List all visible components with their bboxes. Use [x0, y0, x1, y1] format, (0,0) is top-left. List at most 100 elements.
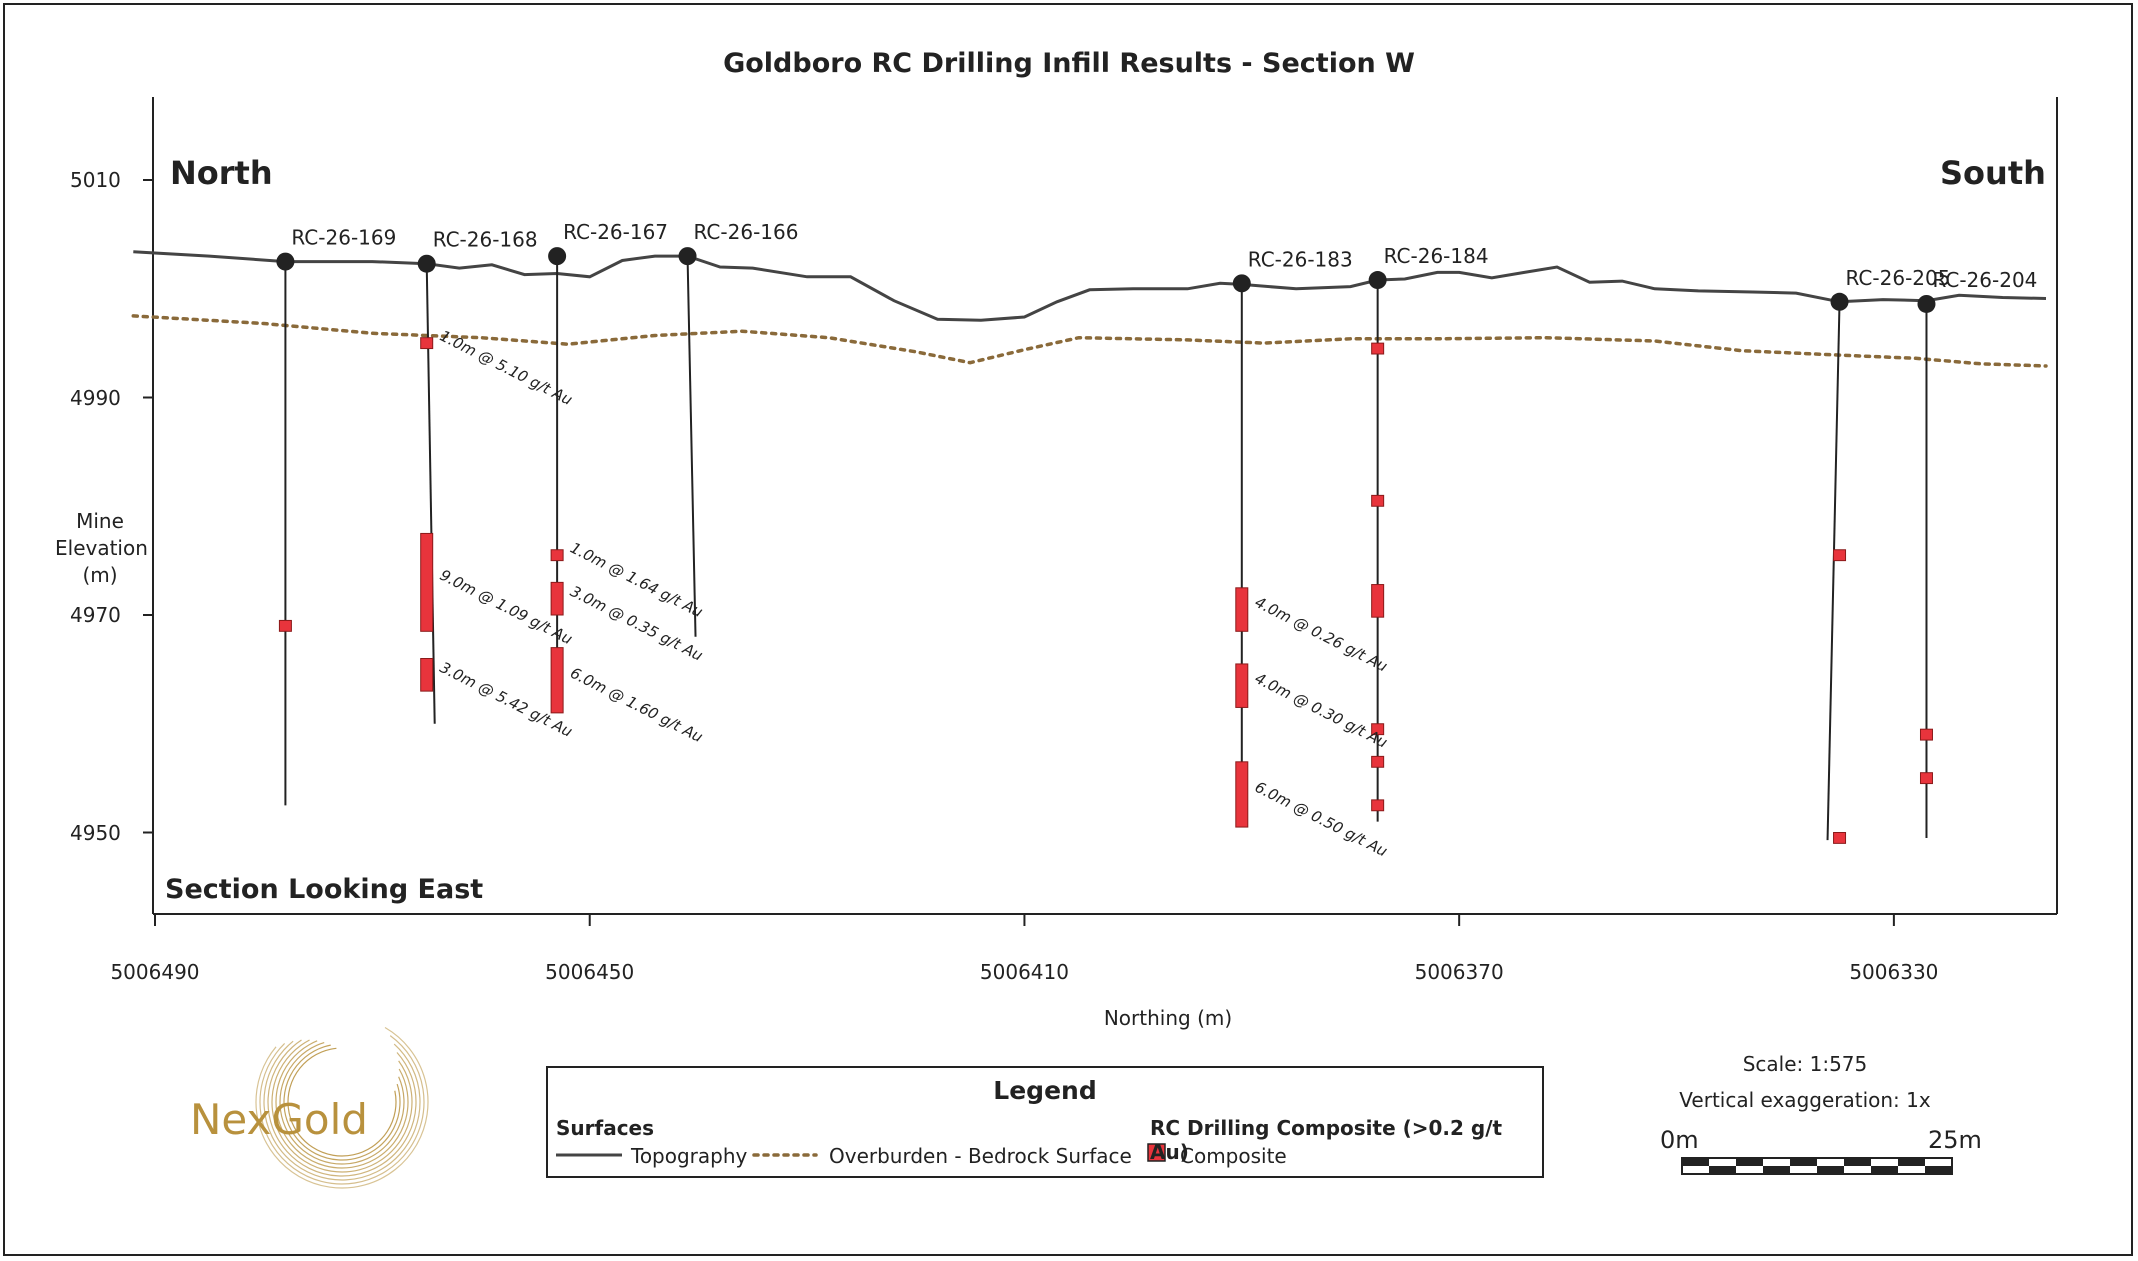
drill-hole-label: RC-26-167 [563, 220, 668, 244]
vertical-exaggeration: Vertical exaggeration: 1x [1679, 1088, 1931, 1112]
drill-hole-label: RC-26-169 [291, 226, 396, 250]
y-tick-label: 4950 [70, 820, 121, 845]
scale-bar-segment [1709, 1166, 1736, 1174]
drill-hole-trace [425, 263, 436, 724]
composite-interval [550, 581, 564, 616]
x-tick-label: 5006450 [545, 960, 635, 984]
composite-interval [1371, 723, 1385, 736]
legend-composite-symbol [1147, 1143, 1166, 1162]
composite-interval [1371, 494, 1385, 507]
composite-label: 6.0m @ 0.50 g/t Au [1252, 778, 1390, 860]
plot-axes [143, 97, 2058, 926]
scale-bar-segment [1898, 1158, 1925, 1166]
scale-bar-segment [1817, 1166, 1844, 1174]
logo-ring [279, 1039, 405, 1165]
drill-hole-label: RC-26-204 [1932, 268, 2037, 292]
composite-interval [1235, 761, 1249, 828]
composite-interval [1371, 755, 1385, 768]
logo-ring [267, 1027, 417, 1177]
composite-interval [1235, 587, 1249, 632]
composite-interval [420, 658, 434, 692]
composite-label: 4.0m @ 0.26 g/t Au [1252, 593, 1390, 675]
scale-bar-segment [1736, 1158, 1763, 1166]
drill-hole-collar [1232, 274, 1251, 293]
composite-interval [278, 619, 292, 632]
drill-holes: RC-26-169 RC-26-168 RC-26-167 RC-26-166 RC-2… [276, 220, 2037, 841]
y-axis-label-line: (m) [82, 563, 118, 587]
logo-ring [271, 1031, 413, 1173]
x-tick-label: 5006410 [979, 960, 1069, 984]
legend-composite-label: Composite [1180, 1144, 1287, 1168]
composite-interval [1833, 549, 1847, 562]
section-title: Goldboro RC Drilling Infill Results - Se… [723, 48, 1415, 79]
logo-ring [259, 1019, 425, 1185]
drill-hole-label: RC-26-184 [1384, 244, 1489, 268]
scale-ratio: Scale: 1:575 [1742, 1052, 1868, 1076]
composite-interval [1371, 584, 1385, 618]
drill-hole-collar [548, 247, 567, 266]
drill-hole-label: RC-26-168 [433, 228, 538, 252]
composite-interval [1235, 663, 1249, 708]
legend-symbols [556, 1143, 1166, 1162]
direction-south: South [1940, 154, 2046, 192]
composite-interval [550, 647, 564, 714]
drill-hole-collar [1368, 271, 1387, 290]
scale-bar-segment [1925, 1166, 1952, 1174]
scale-bar-segment [1871, 1166, 1898, 1174]
composite-interval [420, 337, 434, 350]
x-tick-label: 5006330 [1849, 960, 1939, 984]
drill-hole-label: RC-26-166 [694, 220, 799, 244]
scale-bar-segment [1763, 1166, 1790, 1174]
x-axis-label: Northing (m) [1103, 1006, 1233, 1030]
y-axis-label: Mine Elevation (m) [55, 508, 148, 589]
section-view-label: Section Looking East [165, 874, 484, 905]
drill-hole-collar [417, 254, 436, 273]
x-tick-label: 5006490 [110, 960, 200, 984]
nexgold-logo-text: NexGold [190, 1095, 368, 1144]
legend-surfaces-heading: Surfaces [556, 1116, 655, 1140]
drill-hole-trace [1826, 301, 1841, 841]
composites [278, 337, 1933, 844]
logo-ring [255, 1015, 429, 1189]
logo-ring [275, 1035, 409, 1169]
y-tick-label: 4990 [70, 385, 121, 410]
legend-overburden-label: Overburden - Bedrock Surface [829, 1144, 1132, 1168]
legend-title: Legend [993, 1076, 1097, 1105]
scale-bar-end-label: 25m [1928, 1126, 1982, 1154]
legend-topography-label: Topography [631, 1144, 748, 1168]
composite-interval [420, 532, 434, 632]
map-frame [3, 3, 2133, 1256]
composite-label: 4.0m @ 0.30 g/t Au [1252, 669, 1390, 751]
composite-interval [1371, 342, 1385, 355]
x-tick-label: 5006370 [1414, 960, 1504, 984]
topography-line [133, 250, 2047, 322]
nexgold-logo-rings [255, 1015, 429, 1189]
drill-hole-trace [686, 256, 697, 637]
composite-label: 6.0m @ 1.60 g/t Au [567, 664, 705, 746]
composite-interval [1371, 799, 1385, 812]
legend-box: Legend Surfaces Topography Overburden - … [546, 1066, 1544, 1178]
composite-interval [1919, 772, 1933, 785]
composite-interval [1833, 832, 1847, 844]
overburden-line [131, 314, 2048, 368]
drill-hole-label: RC-26-183 [1248, 247, 1353, 271]
topography-surface [133, 250, 2047, 322]
scale-bar-segment [1790, 1158, 1817, 1166]
drill-hole-collar [678, 247, 697, 266]
scale-bar [1681, 1157, 1953, 1175]
drill-hole-collar [1917, 294, 1936, 313]
y-axis-label-line: Elevation [55, 536, 148, 560]
drill-hole-collar [1830, 292, 1849, 311]
y-axis-label-line: Mine [76, 509, 124, 533]
drill-hole-collar [276, 252, 295, 271]
scale-bar-segment [1682, 1158, 1709, 1166]
y-tick-label: 5010 [70, 168, 121, 192]
legend-composite-heading: RC Drilling Composite (>0.2 g/t Au) [1150, 1116, 1503, 1164]
drill-hole-label: RC-26-205 [1846, 266, 1951, 290]
overburden-surface [131, 314, 2048, 368]
logo-ring [283, 1043, 401, 1161]
y-tick-label: 4970 [70, 603, 121, 627]
logo-ring [263, 1023, 421, 1181]
direction-north: North [170, 154, 273, 192]
